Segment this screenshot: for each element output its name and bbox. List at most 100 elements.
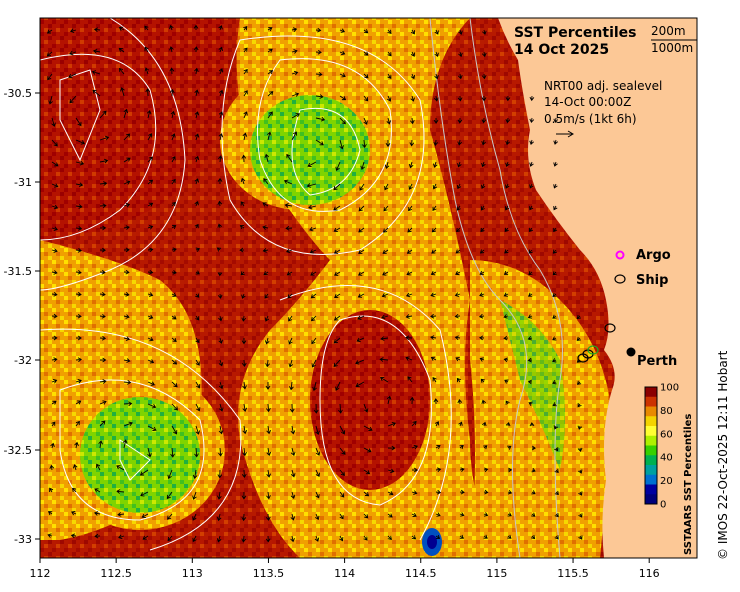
current-arrow: [70, 533, 77, 539]
current-arrow: [217, 469, 223, 479]
current-arrow: [241, 293, 246, 299]
current-arrow: [552, 271, 557, 276]
current-arrow: [435, 489, 442, 495]
current-arrow: [218, 381, 224, 390]
current-arrow: [147, 133, 153, 141]
current-arrow: [433, 117, 439, 124]
current-arrow: [239, 225, 245, 230]
current-arrow: [239, 247, 245, 253]
current-arrow: [578, 535, 583, 540]
current-arrow: [286, 248, 293, 254]
current-arrow: [99, 247, 106, 253]
current-arrow: [241, 491, 247, 500]
current-arrow: [288, 315, 293, 322]
current-arrow: [552, 292, 557, 298]
current-arrow: [123, 358, 131, 363]
current-arrow: [218, 447, 223, 457]
current-arrow: [75, 117, 82, 127]
current-arrow: [307, 161, 317, 168]
current-arrow: [267, 111, 273, 119]
current-arrow: [287, 293, 293, 299]
current-arrow: [117, 512, 125, 517]
current-arrow: [504, 379, 509, 384]
current-arrow: [291, 92, 300, 97]
current-arrow: [507, 512, 512, 517]
currents-source: NRT00 adj. sealevel: [544, 79, 662, 93]
current-arrow: [194, 89, 199, 97]
current-arrow: [195, 293, 200, 298]
current-arrow: [505, 400, 510, 405]
current-arrow: [554, 513, 559, 518]
current-arrow: [171, 269, 177, 275]
current-arrow: [553, 117, 559, 123]
current-arrow: [291, 131, 298, 141]
current-arrow: [339, 28, 346, 33]
current-arrow: [241, 513, 247, 522]
current-arrow: [147, 292, 154, 297]
current-arrow: [169, 24, 174, 31]
current-arrow: [310, 271, 317, 276]
colorbar-tick-label: 100: [660, 383, 679, 394]
colorbar-swatch: [645, 484, 657, 495]
current-arrow: [434, 29, 439, 35]
current-arrow: [171, 337, 177, 342]
colorbar-tick-label: 80: [660, 406, 673, 417]
current-arrow: [411, 467, 418, 473]
current-arrow: [456, 205, 461, 211]
current-arrow: [382, 227, 389, 233]
current-arrow: [405, 356, 413, 361]
current-arrow: [99, 335, 107, 341]
current-arrow: [192, 513, 197, 521]
current-arrow: [430, 271, 437, 276]
current-arrow: [123, 225, 130, 230]
current-arrow: [171, 381, 178, 388]
y-tick-label: -30.5: [4, 87, 32, 100]
current-arrow: [531, 467, 536, 473]
current-arrow: [553, 227, 558, 233]
colorbar-tick-label: 40: [660, 453, 673, 464]
current-arrow: [218, 315, 223, 322]
current-arrow: [171, 292, 177, 297]
current-arrow: [51, 400, 57, 405]
current-arrow: [411, 420, 417, 427]
current-arrow: [435, 467, 442, 473]
current-arrow: [357, 315, 365, 320]
current-arrow: [266, 403, 271, 413]
current-arrow: [171, 315, 177, 320]
current-arrow: [405, 292, 413, 298]
x-tick-label: 114: [334, 567, 355, 580]
ship-markers: [577, 323, 616, 363]
current-arrow: [357, 271, 365, 276]
current-arrow: [123, 292, 130, 297]
current-arrow: [504, 227, 509, 233]
current-arrow: [458, 29, 463, 35]
current-arrow: [315, 116, 326, 122]
current-arrow: [527, 335, 533, 341]
current-arrow: [381, 314, 389, 320]
current-arrow: [333, 249, 341, 254]
current-arrow: [69, 28, 77, 34]
current-arrow: [578, 513, 583, 518]
current-arrow: [147, 247, 154, 253]
current-arrow: [433, 139, 439, 146]
current-arrow: [456, 377, 461, 383]
current-arrow: [123, 202, 131, 208]
current-arrow: [99, 379, 107, 384]
current-arrow: [99, 269, 106, 275]
current-arrow: [51, 291, 58, 297]
current-arrow: [68, 73, 77, 79]
colorbar-swatch: [645, 426, 657, 437]
y-axis: -30.5 -31 -31.5 -32 -32.5 -33: [4, 87, 40, 546]
current-arrow: [456, 227, 461, 233]
currents-scale: 0.5m/s (1kt 6h): [544, 112, 637, 126]
current-arrow: [266, 447, 272, 457]
current-arrow: [242, 447, 247, 457]
current-arrow: [217, 177, 223, 185]
current-arrow: [140, 491, 149, 497]
current-arrow: [505, 139, 510, 146]
colorbar-frame: [644, 386, 658, 505]
current-arrow: [338, 403, 343, 414]
current-arrow: [217, 293, 223, 299]
current-arrow: [363, 491, 370, 497]
